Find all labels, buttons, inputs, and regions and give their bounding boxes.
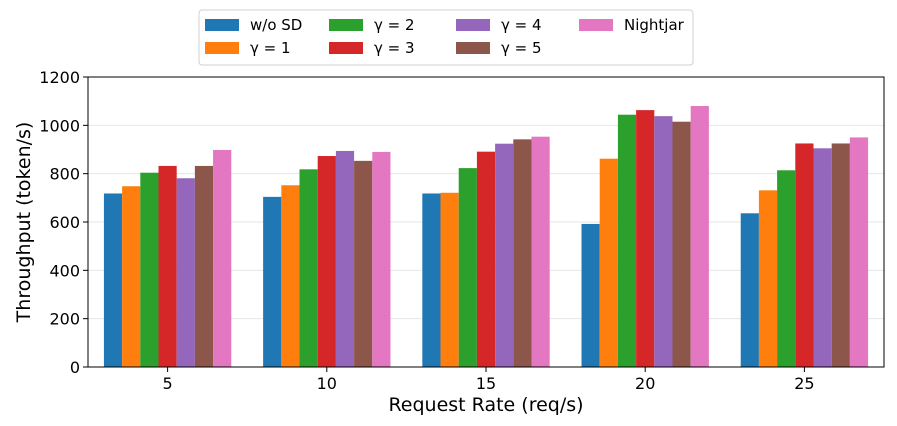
legend-swatch: [456, 19, 490, 31]
bar: [831, 143, 850, 367]
bar: [813, 148, 832, 367]
y-tick-label: 200: [49, 310, 80, 329]
legend-label: γ = 5: [501, 39, 542, 57]
y-axis-label: Throughput (token/s): [13, 122, 35, 324]
x-tick-label: 15: [476, 374, 496, 393]
bar: [458, 168, 477, 367]
y-tick-label: 600: [49, 213, 80, 232]
bar: [140, 172, 159, 367]
bar: [354, 160, 373, 367]
bar: [158, 165, 177, 367]
legend-swatch: [205, 42, 239, 54]
legend-swatch: [329, 42, 363, 54]
legend-label: γ = 1: [250, 39, 291, 57]
bar: [617, 114, 637, 367]
bar: [176, 178, 195, 367]
bar: [690, 106, 709, 367]
bar: [654, 116, 673, 368]
bar: [513, 139, 532, 367]
bar: [372, 151, 391, 367]
bar: [122, 186, 141, 367]
y-tick-label: 400: [49, 261, 80, 280]
legend-label: w/o SD: [250, 16, 302, 34]
legend-swatch: [456, 42, 490, 54]
legend-frame: [198, 9, 694, 66]
bar: [795, 143, 814, 367]
bar: [317, 156, 336, 367]
bar: [599, 158, 618, 367]
y-axis: 0 200 400 600 800 1000 1200: [39, 68, 88, 377]
bar: [777, 170, 796, 367]
bar: [495, 143, 514, 367]
x-axis-label: Request Rate (req/s): [388, 394, 583, 416]
y-tick-label: 1000: [39, 116, 80, 135]
legend-label: γ = 3: [374, 39, 415, 57]
bar: [281, 185, 300, 367]
legend-swatch: [329, 19, 363, 31]
legend-swatch: [205, 19, 239, 31]
bar: [531, 136, 550, 367]
legend-label: Nightjar: [624, 16, 685, 34]
bar: [740, 213, 759, 367]
bar: [849, 137, 869, 367]
bar: [299, 169, 318, 367]
bar: [581, 223, 600, 367]
x-tick-label: 25: [794, 374, 814, 393]
legend-swatch: [579, 19, 613, 31]
y-tick-label: 1200: [39, 68, 80, 87]
bar: [422, 193, 441, 367]
bars: [103, 106, 869, 368]
bar: [636, 110, 655, 367]
bar: [476, 151, 496, 367]
y-tick-label: 0: [70, 358, 80, 377]
bar: [194, 165, 214, 367]
bar: [103, 193, 123, 367]
y-tick-label: 800: [49, 165, 80, 184]
legend-label: γ = 2: [374, 16, 415, 34]
x-axis: 5 10 15 20 25: [163, 367, 815, 393]
x-tick-label: 5: [163, 374, 173, 393]
bar: [440, 192, 459, 367]
x-tick-label: 20: [635, 374, 655, 393]
bar: [263, 196, 282, 367]
bar: [335, 150, 355, 367]
legend: w/o SD γ = 1 γ = 2 γ = 3 γ = 4 γ = 5 Nightjar: [198, 9, 694, 66]
bar: [758, 190, 778, 367]
legend-label: γ = 4: [501, 16, 542, 34]
bar: [672, 121, 691, 367]
bar: [213, 149, 232, 367]
x-tick-label: 10: [317, 374, 337, 393]
